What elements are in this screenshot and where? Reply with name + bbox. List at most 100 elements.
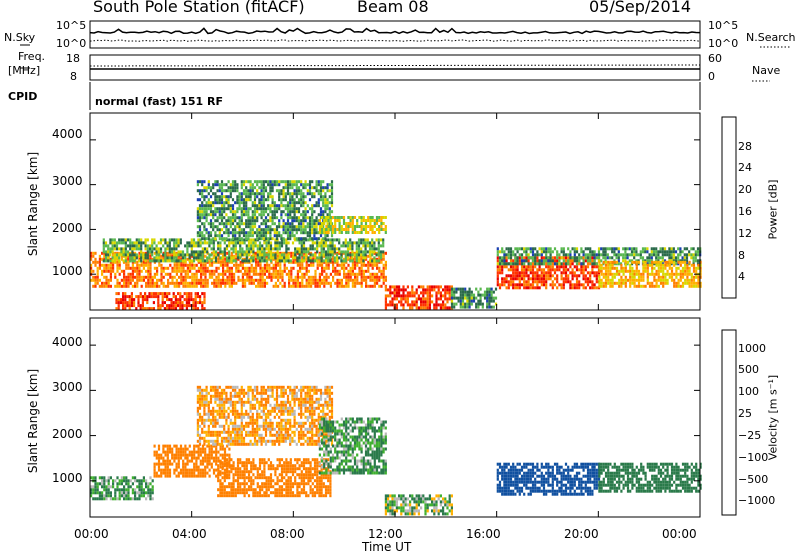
power-panel-cell bbox=[263, 272, 266, 276]
power-panel-cell bbox=[125, 284, 128, 288]
power-panel-cell bbox=[466, 299, 469, 303]
power-panel-cell bbox=[278, 183, 281, 187]
power-panel-cell bbox=[184, 259, 187, 263]
velocity-panel-cell bbox=[219, 461, 222, 465]
power-panel-cell bbox=[300, 228, 303, 232]
power-panel-cell bbox=[340, 256, 343, 260]
power-panel-cell bbox=[582, 265, 585, 269]
power-panel-cell bbox=[120, 247, 123, 251]
power-panel-cell bbox=[282, 186, 285, 190]
power-panel-cell bbox=[225, 231, 228, 235]
power-panel-cell bbox=[536, 274, 539, 278]
power-panel-cell bbox=[290, 284, 293, 288]
power-panel-cell bbox=[166, 298, 169, 302]
power-panel-cell bbox=[330, 210, 334, 214]
power-panel-cell bbox=[593, 286, 596, 290]
power-panel-cell bbox=[159, 250, 163, 254]
power-panel-cell bbox=[681, 281, 685, 285]
power-panel-cell bbox=[525, 265, 528, 269]
power-panel-cell bbox=[214, 231, 217, 235]
power-panel-cell bbox=[402, 294, 405, 298]
velocity-panel-cell bbox=[173, 459, 176, 463]
power-panel-cell bbox=[118, 251, 121, 255]
power-panel-cell bbox=[384, 278, 387, 282]
power-panel-cell bbox=[327, 256, 330, 260]
power-panel-cell bbox=[377, 253, 380, 257]
power-panel-cell bbox=[283, 259, 286, 263]
velocity-panel-cell bbox=[168, 444, 172, 448]
power-panel-cell bbox=[300, 213, 303, 217]
power-panel-cell bbox=[168, 304, 171, 308]
power-panel-cell bbox=[213, 278, 216, 282]
power-panel-cell bbox=[498, 250, 502, 254]
power-panel-cell bbox=[622, 266, 625, 270]
power-panel-cell bbox=[109, 250, 112, 254]
power-panel-cell bbox=[201, 216, 204, 220]
power-panel-cell bbox=[417, 297, 420, 301]
power-panel-cell bbox=[289, 234, 292, 238]
power-panel-cell bbox=[351, 256, 354, 260]
power-panel-cell bbox=[358, 231, 361, 234]
power-panel-cell bbox=[129, 266, 132, 270]
power-panel-cell bbox=[201, 234, 204, 238]
power-panel-cell bbox=[324, 253, 328, 257]
power-panel-cell bbox=[224, 278, 227, 282]
power-panel-cell bbox=[520, 277, 524, 281]
power-panel-cell bbox=[611, 275, 614, 279]
power-panel-cell bbox=[302, 210, 305, 214]
power-panel-cell bbox=[103, 275, 106, 279]
power-panel-cell bbox=[593, 256, 596, 260]
power-panel-cell bbox=[312, 281, 315, 285]
power-panel-cell bbox=[591, 262, 594, 266]
power-panel-cell bbox=[298, 241, 301, 245]
velocity-panel-cell bbox=[221, 465, 224, 469]
power-panel-cell bbox=[377, 250, 380, 254]
power-panel-cell bbox=[241, 263, 244, 267]
power-panel-cell bbox=[166, 307, 169, 311]
power-panel-cell bbox=[653, 275, 656, 279]
power-panel-cell bbox=[677, 281, 680, 285]
power-panel-cell bbox=[126, 253, 130, 257]
power-panel-cell bbox=[663, 250, 667, 254]
power-panel-cell bbox=[349, 257, 352, 261]
power-panel-cell bbox=[684, 260, 687, 264]
power-panel-cell bbox=[315, 231, 318, 235]
power-panel-cell bbox=[536, 253, 539, 257]
power-panel-cell bbox=[273, 222, 276, 226]
power-panel-cell bbox=[307, 247, 310, 251]
power-panel-cell bbox=[668, 253, 671, 257]
power-panel-cell bbox=[564, 268, 568, 272]
power-panel-cell bbox=[223, 231, 226, 235]
power-panel-cell bbox=[184, 269, 187, 273]
power-panel-cell bbox=[362, 244, 365, 248]
velocity-panel-cell bbox=[94, 476, 97, 480]
power-panel-cell bbox=[575, 250, 579, 254]
station-title: South Pole Station (fitACF) bbox=[93, 0, 305, 16]
power-panel-cell bbox=[179, 301, 182, 305]
power-panel-cell bbox=[356, 225, 359, 228]
power-panel-cell bbox=[264, 210, 268, 214]
x-axis-label: Time UT bbox=[362, 540, 412, 554]
power-panel-cell bbox=[134, 269, 137, 273]
power-panel-cell bbox=[547, 265, 550, 269]
power-panel-cell bbox=[282, 237, 285, 241]
power-panel-cell bbox=[509, 274, 513, 278]
velocity-panel-cell bbox=[168, 450, 172, 454]
power-panel-cell bbox=[311, 210, 314, 214]
velocity-panel-cell bbox=[145, 482, 148, 486]
power-panel-cell bbox=[238, 237, 241, 241]
power-panel-cell bbox=[271, 189, 274, 193]
power-panel-cell bbox=[303, 254, 306, 258]
power-panel-cell bbox=[289, 192, 292, 196]
power-panel-cell bbox=[249, 198, 252, 202]
velocity-panel-cell bbox=[195, 474, 198, 478]
power-panel-cell bbox=[446, 285, 449, 289]
power-panel-cell bbox=[245, 256, 248, 260]
power-panel-cell bbox=[371, 225, 374, 228]
power-panel-cell bbox=[319, 210, 323, 214]
power-panel-cell bbox=[314, 257, 317, 261]
power-panel-cell bbox=[109, 266, 112, 270]
power-panel-cell bbox=[346, 247, 350, 251]
power-panel-cell bbox=[580, 262, 583, 266]
power-panel-cell bbox=[272, 275, 275, 279]
